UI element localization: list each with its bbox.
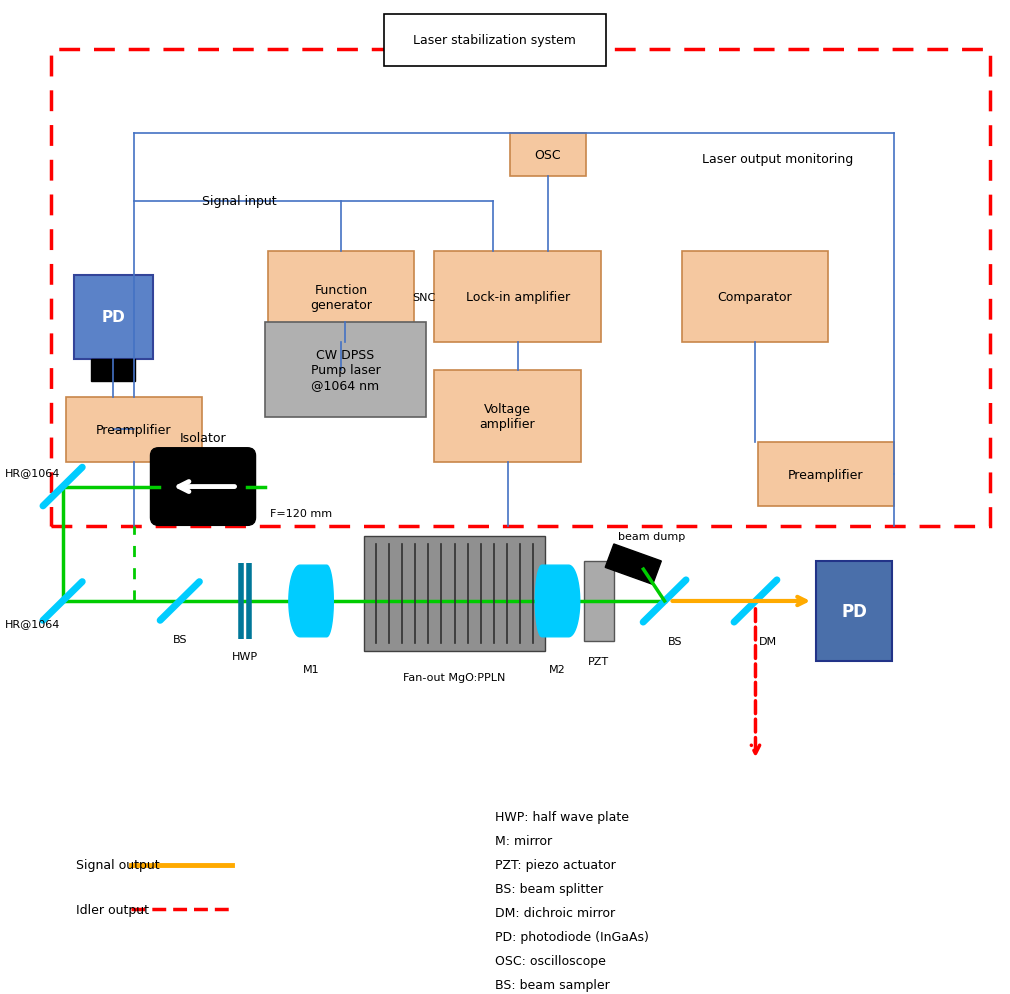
FancyBboxPatch shape (74, 275, 153, 360)
Text: HR@1064: HR@1064 (5, 467, 61, 477)
FancyBboxPatch shape (150, 448, 256, 526)
Text: BS: beam sampler: BS: beam sampler (495, 977, 610, 991)
FancyBboxPatch shape (816, 562, 892, 661)
Text: BS: beam splitter: BS: beam splitter (495, 882, 603, 896)
Polygon shape (605, 545, 662, 584)
Polygon shape (535, 566, 580, 637)
Text: CW DPSS
Pump laser
@1064 nm: CW DPSS Pump laser @1064 nm (310, 349, 381, 392)
Text: Signal input: Signal input (202, 195, 277, 209)
Text: PD: PD (841, 602, 867, 620)
Text: BS: BS (173, 634, 187, 644)
FancyBboxPatch shape (434, 371, 581, 462)
Text: Fan-out MgO:PPLN: Fan-out MgO:PPLN (403, 672, 506, 682)
Text: Function
generator: Function generator (310, 283, 372, 311)
Text: Voltage
amplifier: Voltage amplifier (480, 403, 535, 430)
Text: Signal output: Signal output (76, 858, 160, 872)
Text: HWP: half wave plate: HWP: half wave plate (495, 810, 629, 824)
Text: Laser stabilization system: Laser stabilization system (413, 34, 577, 48)
Text: M: mirror: M: mirror (495, 834, 552, 848)
Text: Lock-in amplifier: Lock-in amplifier (466, 290, 570, 304)
FancyBboxPatch shape (510, 134, 586, 177)
Text: PD: PD (101, 310, 125, 325)
Text: OSC: oscilloscope: OSC: oscilloscope (495, 953, 606, 967)
Text: Laser output monitoring: Laser output monitoring (702, 152, 853, 166)
Text: Idler output: Idler output (76, 903, 148, 916)
FancyBboxPatch shape (384, 15, 606, 67)
Text: HWP: HWP (232, 651, 259, 661)
Text: DM: dichroic mirror: DM: dichroic mirror (495, 906, 615, 919)
Text: SNC: SNC (412, 292, 436, 302)
FancyBboxPatch shape (758, 442, 894, 507)
FancyBboxPatch shape (92, 360, 134, 382)
Text: F=120 mm: F=120 mm (270, 509, 332, 519)
Text: PD: photodiode (InGaAs): PD: photodiode (InGaAs) (495, 929, 648, 943)
Text: PZT: PZT (589, 656, 609, 666)
Text: DM: DM (759, 636, 777, 646)
FancyBboxPatch shape (265, 323, 426, 417)
FancyBboxPatch shape (268, 251, 414, 343)
Text: Comparator: Comparator (718, 290, 792, 304)
Text: beam dump: beam dump (618, 532, 685, 542)
FancyBboxPatch shape (682, 251, 828, 343)
FancyBboxPatch shape (434, 251, 601, 343)
Polygon shape (289, 566, 333, 637)
Text: BS: BS (668, 636, 682, 646)
Text: OSC: OSC (534, 149, 562, 162)
Text: Preamplifier: Preamplifier (788, 468, 864, 481)
Text: Isolator: Isolator (180, 431, 226, 445)
Text: M2: M2 (549, 664, 566, 674)
Text: PZT: piezo actuator: PZT: piezo actuator (495, 858, 616, 872)
FancyBboxPatch shape (584, 562, 614, 641)
FancyBboxPatch shape (66, 398, 202, 462)
Text: HR@1064: HR@1064 (5, 618, 61, 628)
FancyBboxPatch shape (364, 537, 545, 651)
Text: Preamplifier: Preamplifier (96, 423, 172, 436)
Text: M1: M1 (303, 664, 319, 674)
